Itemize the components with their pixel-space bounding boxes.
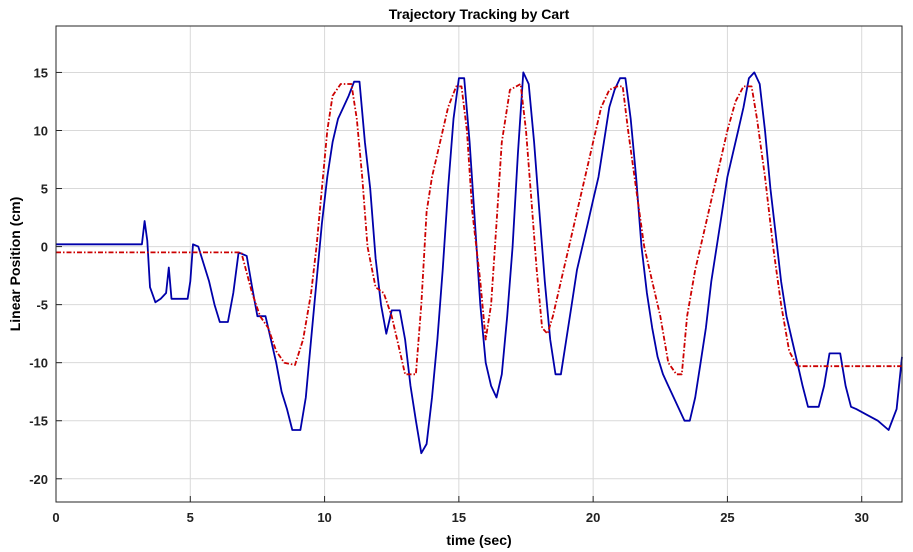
y-tick-label: -15 — [29, 414, 48, 429]
y-tick-label: -5 — [36, 298, 48, 313]
x-axis-label: time (sec) — [446, 532, 511, 548]
x-tick-label: 15 — [452, 510, 466, 525]
y-tick-label: 5 — [41, 182, 48, 197]
series-line-1 — [56, 71, 903, 455]
y-tick-label: 10 — [34, 123, 48, 138]
chart-title: Trajectory Tracking by Cart — [389, 6, 570, 22]
y-tick-labels: -20 -15 -10 -5 0 5 10 15 — [29, 65, 62, 487]
y-tick-label: 15 — [34, 65, 48, 80]
y-tick-label: -20 — [29, 472, 48, 487]
x-tick-labels: 0 5 10 15 20 25 30 — [52, 496, 869, 525]
y-tick-label: 0 — [41, 240, 48, 255]
x-tick-label: 25 — [720, 510, 734, 525]
x-tick-label: 5 — [187, 510, 194, 525]
x-tick-label: 20 — [586, 510, 600, 525]
x-tick-label: 30 — [854, 510, 868, 525]
y-axis-label: Linear Position (cm) — [7, 197, 23, 332]
series-layer — [56, 71, 903, 455]
series-line-2 — [56, 83, 902, 376]
x-tick-label: 0 — [52, 510, 59, 525]
y-tick-label: -10 — [29, 356, 48, 371]
plot-border — [55, 25, 903, 503]
x-tick-label: 10 — [317, 510, 331, 525]
grid-lines — [55, 26, 902, 502]
